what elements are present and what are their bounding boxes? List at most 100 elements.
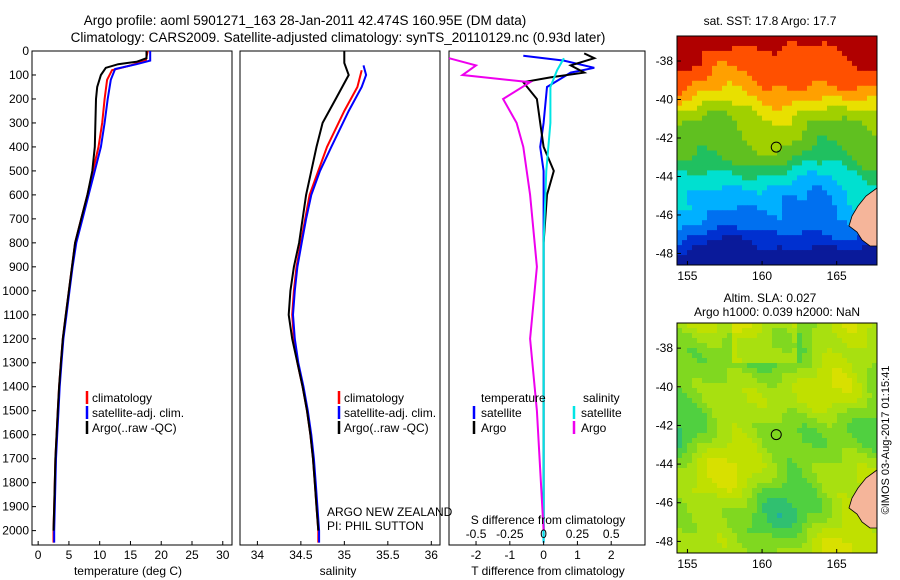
heatmap-cell (822, 433, 828, 439)
heatmap-cell (742, 55, 748, 62)
heatmap-cell (712, 343, 718, 349)
heatmap-cell (782, 463, 788, 469)
heatmap-cell (842, 363, 848, 369)
heatmap-cell (822, 155, 828, 161)
heatmap-cell (772, 518, 778, 524)
heatmap-cell (697, 175, 703, 181)
heatmap-cell (762, 180, 768, 186)
heatmap-cell (712, 230, 718, 236)
heatmap-cell (792, 468, 798, 474)
heatmap-cell (827, 185, 833, 191)
heatmap-cell (847, 80, 853, 87)
heatmap-cell (807, 468, 813, 474)
heatmap-cell (757, 498, 763, 504)
heatmap-cell (677, 468, 683, 474)
heatmap-cell (757, 443, 763, 449)
heatmap-cell (687, 130, 693, 136)
heatmap-cell (847, 443, 853, 449)
heatmap-cell (707, 230, 713, 236)
heatmap-cell (822, 353, 828, 359)
heatmap-cell (752, 130, 758, 136)
heatmap-cell (777, 260, 783, 266)
heatmap-cell (857, 423, 863, 429)
heatmap-cell (752, 373, 758, 379)
heatmap-cell (722, 508, 728, 514)
heatmap-cell (722, 468, 728, 474)
heatmap-cell (702, 75, 708, 82)
heatmap-cell (817, 55, 823, 62)
heatmap-cell (817, 110, 823, 117)
heatmap-cell (757, 125, 763, 131)
heatmap-cell (687, 125, 693, 131)
heatmap-cell (782, 55, 788, 62)
heatmap-cell (717, 463, 723, 469)
heatmap-cell (692, 255, 698, 261)
heatmap-cell (807, 513, 813, 519)
heatmap-cell (772, 205, 778, 211)
legend-label-satellite: satellite-adj. clim. (92, 406, 184, 420)
heatmap-cell (807, 453, 813, 459)
heatmap-cell (772, 230, 778, 236)
heatmap-cell (812, 230, 818, 236)
heatmap-cell (717, 483, 723, 489)
heatmap-cell (762, 45, 768, 52)
heatmap-cell (677, 75, 683, 82)
heatmap-cell (817, 120, 823, 127)
heatmap-cell (687, 90, 693, 97)
heatmap-cell (707, 245, 713, 251)
heatmap-cell (797, 40, 803, 47)
heatmap-cell (702, 100, 708, 107)
heatmap-cell (802, 468, 808, 474)
heatmap-cell (832, 518, 838, 524)
heatmap-cell (752, 443, 758, 449)
heatmap-cell (692, 90, 698, 97)
heatmap-cell (692, 130, 698, 136)
heatmap-cell (872, 353, 878, 359)
heatmap-cell (742, 413, 748, 419)
heatmap-cell (727, 155, 733, 161)
heatmap-cell (747, 498, 753, 504)
heatmap-cell (682, 438, 688, 444)
heatmap-cell (857, 443, 863, 449)
heatmap-cell (727, 145, 733, 151)
heatmap-cell (812, 513, 818, 519)
heatmap-cell (802, 413, 808, 419)
heatmap-cell (837, 438, 843, 444)
heatmap-cell (682, 165, 688, 171)
heatmap-cell (732, 60, 738, 67)
heatmap-cell (852, 60, 858, 67)
heatmap-cell (857, 140, 863, 146)
heatmap-cell (837, 240, 843, 246)
x-tick-label: 0 (540, 548, 547, 562)
heatmap-cell (732, 225, 738, 231)
heatmap-cell (682, 428, 688, 434)
heatmap-cell (777, 523, 783, 529)
heatmap-cell (792, 388, 798, 394)
heatmap-cell (832, 458, 838, 464)
heatmap-cell (857, 543, 863, 549)
heatmap-cell (812, 408, 818, 414)
heatmap-cell (837, 190, 843, 196)
heatmap-cell (857, 90, 863, 97)
heatmap-cell (687, 448, 693, 454)
heatmap-cell (767, 528, 773, 534)
heatmap-cell (857, 85, 863, 92)
heatmap-cell (727, 518, 733, 524)
heatmap-cell (772, 100, 778, 107)
heatmap-cell (712, 463, 718, 469)
heatmap-cell (797, 403, 803, 409)
heatmap-cell (767, 165, 773, 171)
heatmap-cell (682, 348, 688, 354)
heatmap-cell (722, 343, 728, 349)
heatmap-cell (717, 388, 723, 394)
heatmap-cell (762, 195, 768, 201)
heatmap-cell (767, 100, 773, 107)
heatmap-cell (697, 150, 703, 156)
heatmap-cell (687, 195, 693, 201)
heatmap-cell (742, 358, 748, 364)
heatmap-cell (687, 175, 693, 181)
heatmap-cell (717, 413, 723, 419)
heatmap-cell (732, 180, 738, 186)
heatmap-cell (737, 36, 743, 42)
heatmap-cell (792, 378, 798, 384)
